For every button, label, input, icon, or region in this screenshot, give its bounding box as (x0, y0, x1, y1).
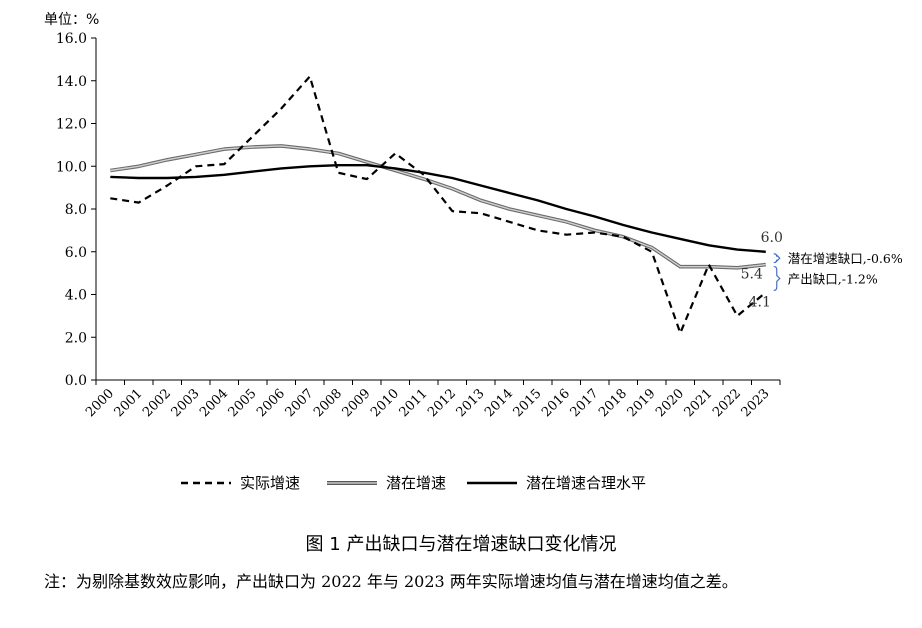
x-tick-label: 2000 (83, 386, 117, 420)
line-chart: 0.02.04.06.08.010.012.014.016.0200020012… (56, 31, 903, 420)
series-line-potential-outline (110, 144, 767, 270)
x-tick-label: 2015 (511, 386, 545, 420)
data-labels: 6.0 5.4 4.1 (741, 230, 783, 311)
series-line-actual (110, 75, 767, 335)
x-tick-label: 2007 (283, 386, 317, 420)
y-tick-label: 6.0 (65, 245, 87, 261)
x-tick-label: 2006 (254, 386, 288, 420)
x-tick-label: 2005 (226, 386, 260, 420)
y-unit-label: 单位：% (44, 12, 100, 28)
x-tick-label: 2020 (653, 386, 687, 420)
gap-annotation-label: 潜在增速缺口,-0.6% (788, 251, 903, 266)
legend-item-potential: 潜在增速 (326, 472, 446, 493)
y-tick-label: 10.0 (56, 159, 87, 175)
y-tick-label: 0.0 (65, 373, 87, 389)
y-tick-label: 2.0 (65, 330, 87, 346)
x-tick-label: 2011 (397, 386, 431, 420)
figure-caption: 图 1 产出缺口与潜在增速缺口变化情况 (305, 534, 617, 555)
legend-label-potential: 潜在增速 (386, 474, 447, 492)
gap-bracket (773, 265, 781, 291)
x-tick-label: 2016 (539, 386, 573, 420)
legend-item-actual: 实际增速 (180, 472, 300, 493)
y-tick-label: 12.0 (56, 117, 87, 133)
x-tick-label: 2022 (710, 386, 744, 420)
legend-swatch-dashed (181, 481, 231, 484)
data-label: 6.0 (761, 230, 783, 246)
x-tick-label: 2008 (311, 386, 345, 420)
y-tick-label: 4.0 (65, 288, 87, 304)
x-tick-label: 2019 (625, 386, 659, 420)
x-tick-label: 2018 (596, 386, 630, 420)
x-tick-label: 2021 (682, 386, 716, 420)
x-tick-label: 2013 (454, 386, 488, 420)
series-layer (110, 75, 767, 335)
y-tick-label: 16.0 (56, 31, 87, 47)
data-label: 4.1 (749, 294, 771, 310)
x-tick-label: 2023 (739, 386, 773, 420)
y-tick-label: 14.0 (56, 74, 87, 90)
x-tick-label: 2010 (368, 386, 402, 420)
figure-note: 注：为剔除基数效应影响，产出缺口为 2022 年与 2023 两年实际增速均值与… (44, 572, 738, 591)
y-tick-label: 8.0 (65, 202, 87, 218)
x-tick-label: 2003 (169, 386, 203, 420)
gap-annotations: 潜在增速缺口,-0.6% 产出缺口,-1.2% (773, 251, 903, 291)
x-tick-label: 2004 (197, 386, 231, 420)
x-tick-label: 2012 (425, 386, 459, 420)
legend-swatch-solid (467, 481, 517, 484)
x-tick-label: 2002 (140, 386, 174, 420)
gap-bracket (773, 253, 781, 264)
chart-legend: 实际增速 潜在增速 潜在增速合理水平 (0, 472, 922, 496)
legend-item-reasonable: 潜在增速合理水平 (466, 472, 646, 493)
series-line-potential (110, 145, 766, 269)
legend-label-reasonable: 潜在增速合理水平 (526, 474, 647, 492)
series-line-reasonable (110, 163, 766, 253)
x-tick-label: 2009 (340, 386, 374, 420)
legend-label-actual: 实际增速 (240, 474, 301, 492)
gap-annotation-label: 产出缺口,-1.2% (788, 271, 878, 286)
x-tick-label: 2014 (482, 386, 516, 420)
x-tick-label: 2017 (568, 386, 602, 420)
chart-axes: 0.02.04.06.08.010.012.014.016.0200020012… (56, 31, 781, 420)
x-tick-label: 2001 (112, 386, 146, 420)
legend-swatch-gray (327, 480, 377, 485)
data-label: 5.4 (741, 267, 763, 283)
